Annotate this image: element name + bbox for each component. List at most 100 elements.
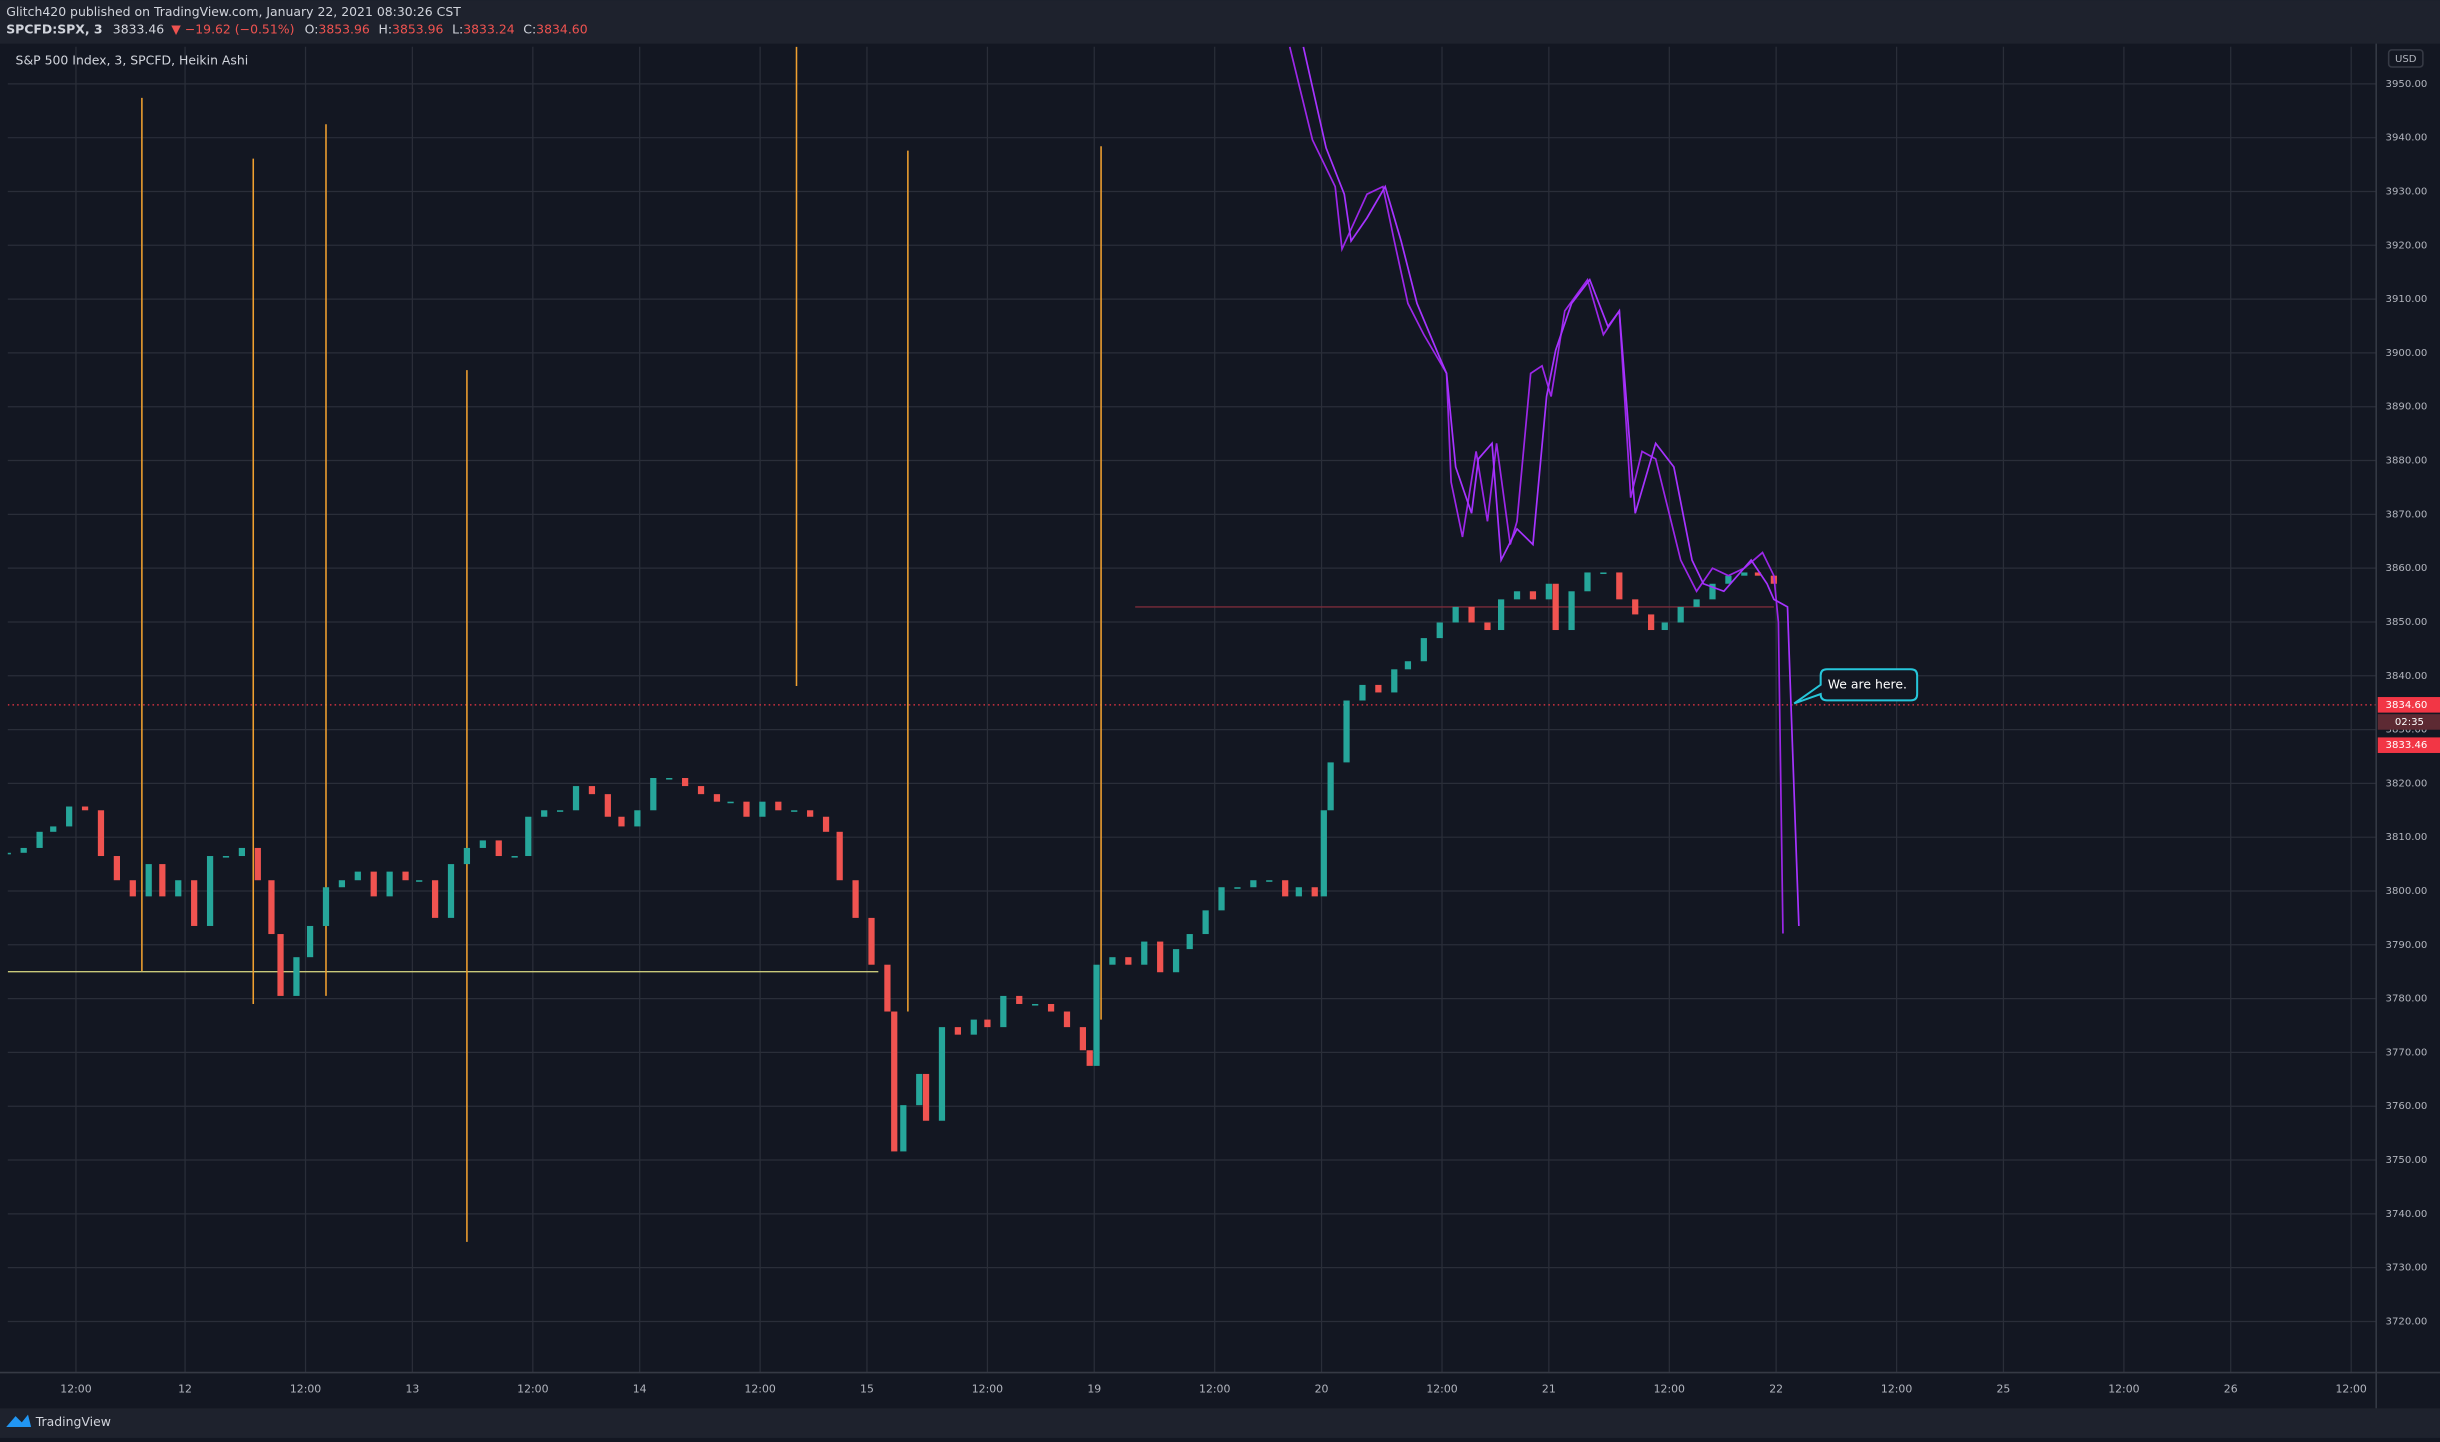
x-tick-label: 12:00 (290, 1383, 321, 1396)
q-value: 3834.60 (536, 21, 588, 36)
candle (511, 856, 518, 858)
candle (1420, 638, 1427, 662)
candle (1741, 572, 1748, 576)
candle (159, 864, 166, 897)
candle (1125, 957, 1132, 965)
x-tick-label: 12:00 (1426, 1383, 1457, 1396)
y-tick-label: 3950.00 (2386, 79, 2428, 90)
currency: USD (2395, 54, 2417, 65)
y-tick-label: 3760.00 (2386, 1101, 2428, 1112)
candle (1693, 599, 1700, 607)
x-tick-label: 13 (405, 1383, 419, 1396)
annotation: We are here. (1828, 676, 1907, 691)
candle (254, 847, 261, 881)
candle (836, 831, 843, 881)
x-tick-label: 14 (633, 1383, 647, 1396)
candle (743, 801, 750, 817)
candle (868, 917, 875, 965)
candle (1632, 599, 1639, 615)
candle (1600, 572, 1607, 575)
last: 3833.46 (113, 21, 165, 36)
candle (541, 810, 548, 817)
candle (618, 816, 625, 827)
candle (1218, 887, 1225, 911)
candle (431, 880, 439, 918)
candle (129, 880, 136, 897)
x-tick-label: 20 (1315, 1383, 1329, 1396)
candle (1141, 941, 1148, 965)
candle (1266, 880, 1273, 882)
y-tick-label: 3910.00 (2386, 294, 2428, 305)
x-tick-label: 12:00 (2108, 1383, 2139, 1396)
y-tick-label: 3770.00 (2386, 1047, 2428, 1058)
candle (1202, 910, 1209, 935)
q-label: L: (452, 21, 463, 36)
y-tick-label: 3870.00 (2386, 509, 2428, 520)
x-tick-label: 12:00 (517, 1383, 548, 1396)
candle (1584, 572, 1591, 592)
candle (604, 794, 611, 817)
candle (97, 810, 105, 857)
last-price-box (2377, 697, 2440, 713)
last-price-label: 3834.60 (2386, 700, 2428, 711)
candle (525, 816, 532, 857)
x-tick-label: 15 (860, 1383, 874, 1396)
candle (682, 777, 689, 787)
candle (727, 801, 734, 804)
candle (1359, 684, 1366, 701)
candle (1436, 622, 1443, 639)
candle (884, 964, 891, 1012)
candle (791, 810, 798, 812)
candle (113, 856, 120, 881)
candle (1404, 661, 1412, 670)
candle (322, 887, 330, 926)
candle (191, 880, 198, 926)
candle (1677, 606, 1684, 623)
candle (1086, 1050, 1093, 1066)
x-tick-label: 12:00 (1199, 1383, 1230, 1396)
candle (1000, 995, 1007, 1028)
footer (0, 1408, 2440, 1438)
candle (1016, 995, 1023, 1004)
candle (277, 934, 284, 996)
close-price-label: 3833.46 (2386, 740, 2428, 751)
candle (775, 801, 782, 811)
header-bar (0, 0, 2440, 44)
candle (1109, 957, 1116, 965)
x-tick-label: 12:00 (2336, 1383, 2367, 1396)
y-tick-label: 3850.00 (2386, 617, 2428, 628)
candle (495, 840, 502, 857)
candle (1234, 887, 1241, 889)
candle (145, 864, 152, 897)
q-label: H: (378, 21, 392, 36)
y-tick-label: 3790.00 (2386, 940, 2428, 951)
candle (916, 1073, 923, 1106)
candle (1468, 606, 1475, 623)
candle (1375, 684, 1382, 693)
y-tick-label: 3830.00 (2386, 725, 2428, 736)
candle (386, 871, 393, 897)
chart-title: S&P 500 Index, 3, SPCFD, Heikin Ashi (16, 52, 249, 67)
candle (402, 871, 409, 881)
forecast-line (1288, 46, 1784, 934)
candle (1661, 622, 1668, 631)
y-tick-label: 3900.00 (2386, 348, 2428, 359)
y-tick-label: 3740.00 (2386, 1209, 2428, 1220)
candle (1709, 583, 1716, 600)
y-tick-label: 3890.00 (2386, 402, 2428, 413)
candle (1545, 583, 1552, 600)
candle (463, 847, 471, 865)
candle (984, 1019, 991, 1028)
candle (1047, 1003, 1055, 1012)
candle (36, 831, 43, 848)
candle (1063, 1011, 1071, 1028)
q-label: O: (305, 21, 319, 36)
candle (1529, 591, 1537, 600)
q-label: C: (523, 21, 536, 36)
candle (1391, 669, 1398, 693)
candle (1725, 575, 1732, 584)
y-tick-label: 3800.00 (2386, 886, 2428, 897)
